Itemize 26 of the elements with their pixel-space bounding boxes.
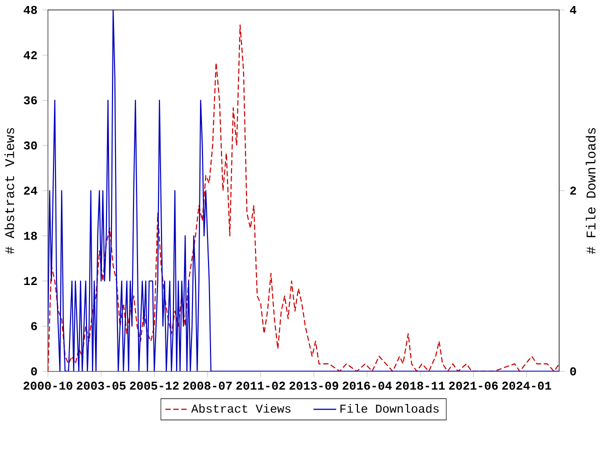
x-tick-label: 2018-11: [396, 382, 445, 390]
y2-tick-label: 2: [570, 186, 576, 195]
x-tick-label: 2000-10: [24, 382, 72, 390]
y-tick-label: 48: [24, 6, 37, 14]
x-tick-label: 2024-01: [502, 382, 552, 390]
legend-label: File Downloads: [340, 404, 439, 413]
x-tick-label: 2011-02: [236, 382, 286, 390]
x-tick-label: 2016-04: [342, 382, 392, 390]
x-tick-label: 2005-12: [130, 382, 179, 390]
y2-tick-label: 4: [570, 6, 576, 14]
y-tick-label: 30: [24, 141, 37, 150]
y-tick-label: 6: [31, 322, 37, 330]
y-tick-label: 36: [24, 96, 37, 104]
x-tick-label: 2008-07: [183, 382, 232, 390]
x-tick-label: 2003-05: [76, 382, 126, 390]
y2-tick-label: 0: [570, 367, 576, 376]
x-tick-label: 2013-09: [289, 382, 338, 390]
y-tick-label: 24: [24, 186, 38, 195]
y-tick-label: 0: [31, 367, 37, 376]
y-axis-title: # Abstract Views: [4, 128, 14, 254]
y2-axis-title: # File Downloads: [586, 128, 596, 254]
x-tick-label: 2021-06: [449, 382, 498, 390]
legend-label: Abstract Views: [191, 404, 290, 413]
y-tick-label: 18: [24, 232, 37, 240]
y-tick-label: 42: [24, 51, 37, 60]
y-tick-label: 12: [24, 276, 37, 285]
